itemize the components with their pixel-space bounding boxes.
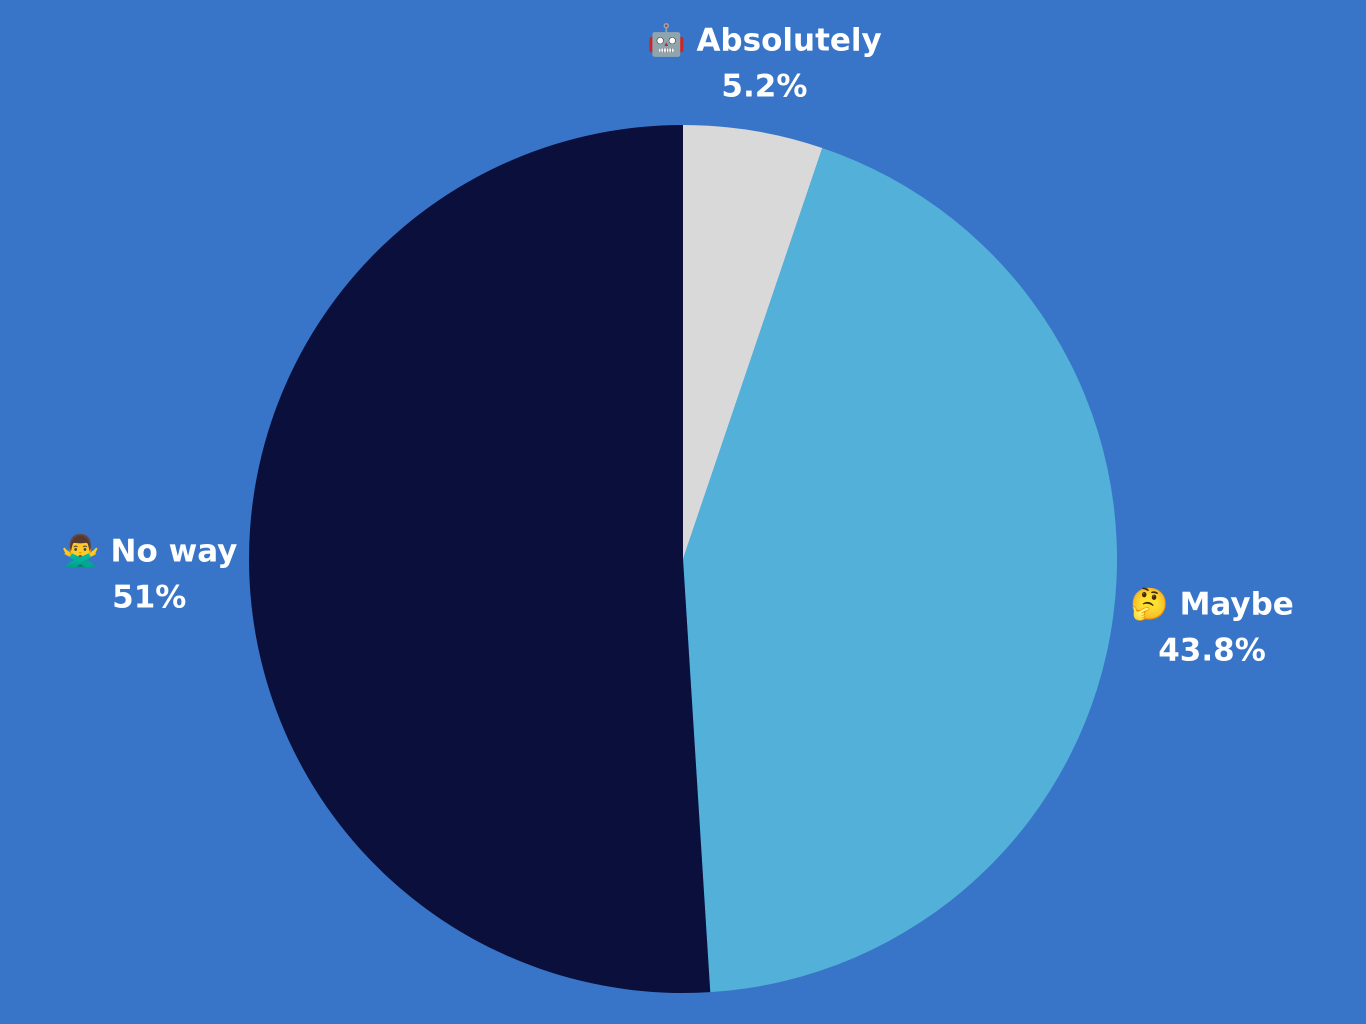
slice-value-label: 51% <box>112 579 186 615</box>
slice-value-label: 43.8% <box>1158 633 1266 669</box>
pie-slice <box>683 147 1118 993</box>
slice-label: 🤖 Absolutely <box>647 22 882 59</box>
slice-label: 🙅‍♂️ No way <box>61 532 237 569</box>
pie-slice <box>249 125 711 993</box>
slice-label: 🤔 Maybe <box>1130 587 1294 623</box>
slice-value-label: 5.2% <box>721 69 807 105</box>
pie-slice <box>683 125 823 559</box>
